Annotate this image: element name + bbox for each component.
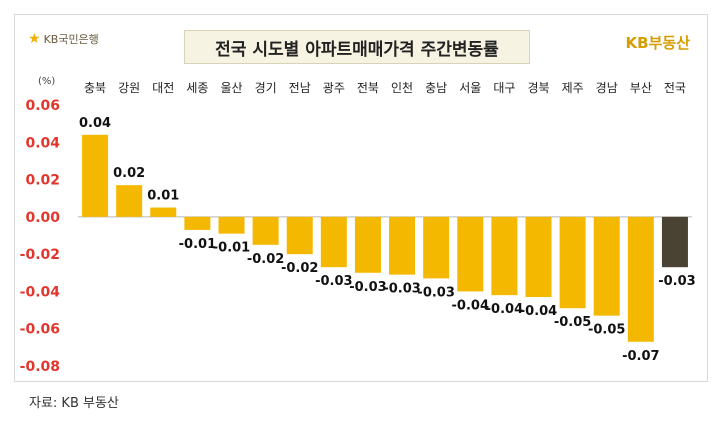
data-label: -0.03 (349, 280, 386, 295)
data-label: -0.05 (554, 315, 591, 330)
data-label: -0.04 (520, 304, 557, 319)
data-label: -0.03 (417, 285, 454, 300)
y-tick-label: -0.02 (20, 247, 60, 263)
data-label: -0.01 (179, 237, 216, 252)
category-label: 대구 (493, 81, 515, 95)
bar (457, 216, 484, 292)
y-tick-label: 0.00 (25, 210, 60, 226)
category-label: 제주 (562, 81, 584, 95)
data-label: -0.05 (588, 323, 625, 338)
category-label: 세종 (186, 81, 208, 95)
y-unit-label: (%) (38, 76, 55, 87)
data-label: -0.04 (452, 298, 489, 313)
bar (661, 216, 688, 268)
category-label: 광주 (323, 81, 345, 95)
kb-realestate-logo: KB부동산 (625, 34, 690, 52)
category-label: 경남 (596, 81, 618, 95)
data-label: 0.02 (113, 166, 145, 181)
data-label: -0.07 (622, 349, 659, 364)
data-label: -0.02 (281, 261, 318, 276)
bar (389, 216, 416, 275)
category-label: 경북 (527, 81, 549, 95)
data-label: -0.02 (247, 252, 284, 267)
y-tick-label: 0.04 (25, 135, 60, 151)
bar (491, 216, 518, 296)
bar (184, 216, 211, 230)
kb-star-icon: ★ (28, 31, 41, 47)
category-label: 서울 (459, 81, 481, 95)
y-tick-label: -0.08 (20, 359, 60, 375)
category-label: 충북 (84, 81, 106, 95)
bar (559, 216, 586, 309)
y-tick-label: -0.04 (20, 284, 61, 300)
bar (423, 216, 450, 279)
bar (116, 185, 143, 217)
y-tick-label: -0.06 (20, 322, 60, 338)
data-label: -0.03 (315, 274, 352, 289)
bar (593, 216, 620, 316)
category-label: 인천 (391, 80, 413, 95)
category-label: 대전 (152, 81, 174, 95)
bar (320, 216, 347, 268)
category-label: 충남 (425, 81, 447, 95)
bar (286, 216, 313, 255)
y-tick-label: 0.02 (25, 173, 60, 189)
data-label: -0.03 (658, 274, 695, 289)
kb-bank-logo: ★ KB국민은행 (28, 31, 99, 47)
category-label: 부산 (630, 81, 652, 95)
data-label: 0.04 (79, 116, 111, 131)
source-note: 자료: KB 부동산 (29, 396, 119, 411)
category-label: 강원 (118, 81, 140, 95)
y-tick-label: 0.06 (25, 98, 60, 114)
category-label: 울산 (220, 81, 242, 95)
bar (82, 134, 109, 217)
data-label: -0.03 (383, 282, 420, 297)
bar (354, 216, 381, 273)
chart-title-text: 전국 시도별 아파트매매가격 주간변동률 (215, 39, 499, 60)
kb-bank-logo-text: KB국민은행 (43, 33, 99, 46)
bar (627, 216, 654, 342)
category-label: 전국 (664, 81, 686, 95)
data-label: -0.04 (486, 302, 523, 317)
bar (150, 207, 177, 217)
data-label: -0.01 (213, 241, 250, 256)
bar (252, 216, 279, 245)
bar (525, 216, 552, 298)
data-label: 0.01 (147, 189, 179, 204)
category-label: 전남 (289, 81, 311, 95)
category-label: 경기 (255, 81, 277, 95)
chart-title: 전국 시도별 아파트매매가격 주간변동률 (184, 30, 530, 64)
category-label: 전북 (357, 81, 379, 95)
bar (218, 216, 245, 234)
